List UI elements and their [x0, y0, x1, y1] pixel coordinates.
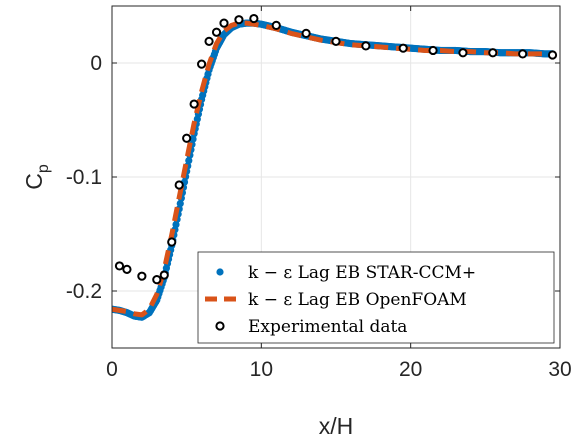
x-tick-label: 10 — [250, 358, 273, 381]
legend-label-experimental: Experimental data — [248, 317, 407, 337]
y-axis-label-subscript: p — [35, 164, 52, 173]
experimental-point — [189, 99, 199, 109]
experimental-point — [159, 270, 169, 280]
experimental-point — [167, 237, 177, 247]
y-axis-label: Cp — [21, 164, 52, 190]
legend-marker-experimental — [215, 321, 225, 331]
experimental-point — [249, 13, 259, 24]
y-tick-label: -0.2 — [66, 280, 102, 303]
experimental-point — [174, 180, 184, 190]
experimental-point — [137, 271, 147, 281]
experimental-point — [361, 41, 371, 51]
legend: k − ε Lag EB STAR-CCM+ k − ε Lag EB Open… — [197, 251, 555, 344]
legend-label-openfoam: k − ε Lag EB OpenFOAM — [248, 290, 467, 310]
x-tick-label: 20 — [399, 358, 422, 381]
x-tick-label: 30 — [548, 358, 571, 381]
experimental-point — [219, 18, 229, 28]
experimental-point — [197, 59, 207, 69]
x-tick-label: 0 — [106, 358, 118, 381]
experimental-point — [331, 36, 341, 46]
star-ccm-point — [185, 156, 193, 165]
legend-label-star-ccm: k − ε Lag EB STAR-CCM+ — [248, 263, 476, 283]
experimental-point — [458, 48, 468, 58]
experimental-point — [204, 36, 214, 46]
star-ccm-point — [176, 199, 184, 208]
series-layer — [112, 13, 558, 321]
legend-marker-star-ccm — [216, 268, 224, 276]
experimental-point — [488, 48, 498, 58]
x-axis-label: x/H — [319, 413, 354, 439]
ticks: 0 10 20 30 -0.2 -0.1 0 — [66, 6, 572, 381]
experimental-point — [152, 275, 162, 285]
experimental-point — [114, 261, 125, 271]
experimental-point — [398, 43, 408, 53]
experimental-point — [301, 28, 311, 38]
experimental-point — [211, 27, 222, 37]
experimental-point — [547, 50, 558, 60]
experimental-point — [428, 45, 438, 56]
experimental-point — [122, 264, 132, 274]
experimental-point — [182, 133, 192, 143]
experimental-point — [271, 20, 281, 30]
experimental-point — [518, 49, 528, 59]
experimental-point — [234, 15, 244, 25]
y-tick-label: -0.1 — [66, 166, 102, 189]
y-tick-label: 0 — [90, 52, 102, 75]
star-ccm-point — [189, 135, 197, 143]
legend-box — [197, 251, 555, 344]
y-axis-label-main: C — [21, 173, 47, 190]
